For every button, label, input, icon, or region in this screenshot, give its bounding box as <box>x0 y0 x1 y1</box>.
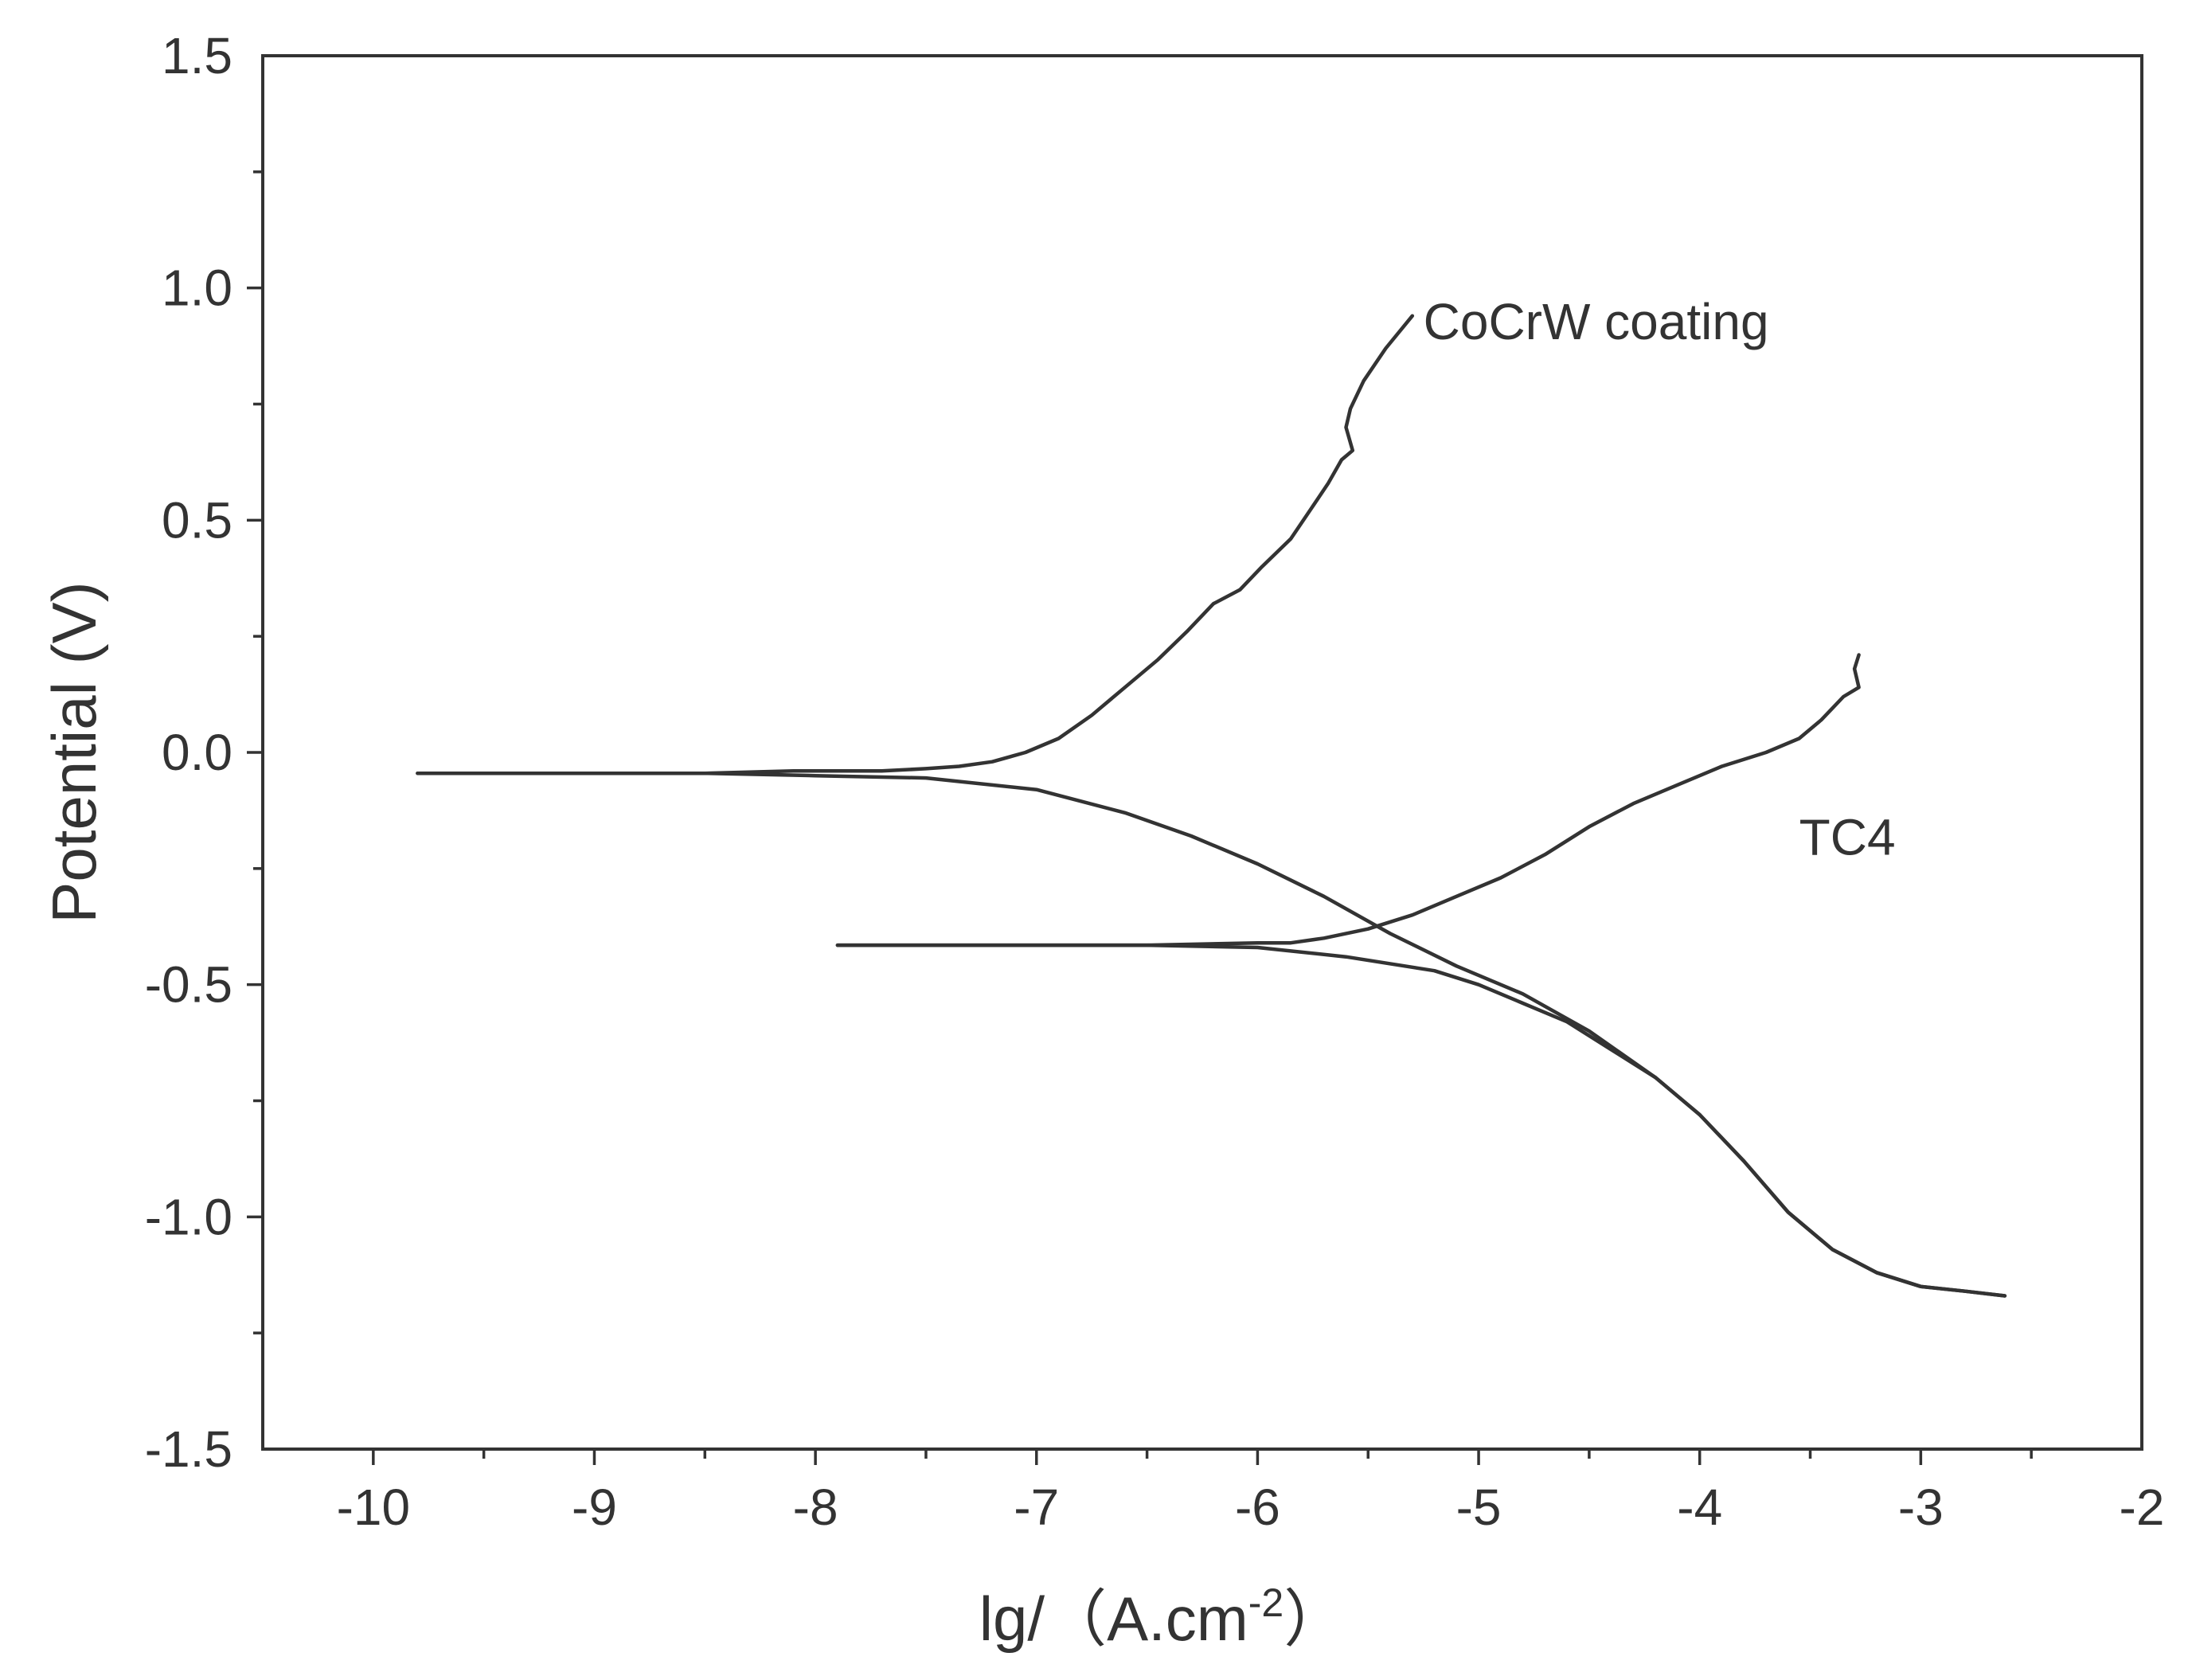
x-axis-tick-labels: -10 -9 -8 -7 -6 -5 -4 -3 -2 <box>337 1479 2165 1536</box>
series-cocrw-coating <box>416 314 2007 1298</box>
tc4-cathodic-branch <box>835 943 2007 1298</box>
x-tick-label: -6 <box>1235 1479 1280 1536</box>
series-layer <box>416 314 2007 1298</box>
x-tick-label: -8 <box>793 1479 838 1536</box>
x-tick-label: -5 <box>1456 1479 1502 1536</box>
y-axis-tick-labels: -1.5 -1.0 -0.5 0.0 0.5 1.0 1.5 <box>145 27 232 1478</box>
series-tc4 <box>835 653 2007 1298</box>
y-tick-label: 0.5 <box>162 491 232 549</box>
tc4-anodic-branch <box>835 653 1861 947</box>
y-tick-label: -0.5 <box>145 956 232 1014</box>
x-tick-label: -4 <box>1677 1479 1722 1536</box>
cocrw-coating-cathodic-branch <box>416 771 2007 1298</box>
x-axis-title-main: lg/（A.cm <box>979 1584 1248 1654</box>
plot-frame <box>261 54 2143 1451</box>
x-axis-title: lg/（A.cm-2） <box>979 1580 1346 1654</box>
series-labels: CoCrW coating TC4 <box>1424 293 1896 866</box>
cocrw-coating-anodic-branch <box>416 314 1415 776</box>
y-axis-title: Potential (V) <box>39 581 109 923</box>
x-tick-label: -2 <box>2120 1479 2165 1536</box>
x-axis-title-close: ） <box>1284 1584 1346 1654</box>
y-tick-label: -1.0 <box>145 1188 232 1245</box>
x-tick-label: -7 <box>1014 1479 1059 1536</box>
y-tick-label: 0.0 <box>162 724 232 781</box>
y-tick-label: -1.5 <box>145 1420 232 1478</box>
x-axis-title-exponent: -2 <box>1248 1580 1284 1625</box>
y-tick-label: 1.5 <box>162 27 232 84</box>
x-axis-ticks <box>372 1449 2033 1465</box>
x-tick-label: -3 <box>1898 1479 1944 1536</box>
x-tick-label: -10 <box>337 1479 411 1536</box>
y-tick-label: 1.0 <box>162 260 232 317</box>
series-label-tc4: TC4 <box>1799 808 1896 865</box>
x-tick-label: -9 <box>572 1479 617 1536</box>
y-axis-ticks <box>247 170 263 1334</box>
series-label-cocrw-coating: CoCrW coating <box>1424 293 1769 350</box>
